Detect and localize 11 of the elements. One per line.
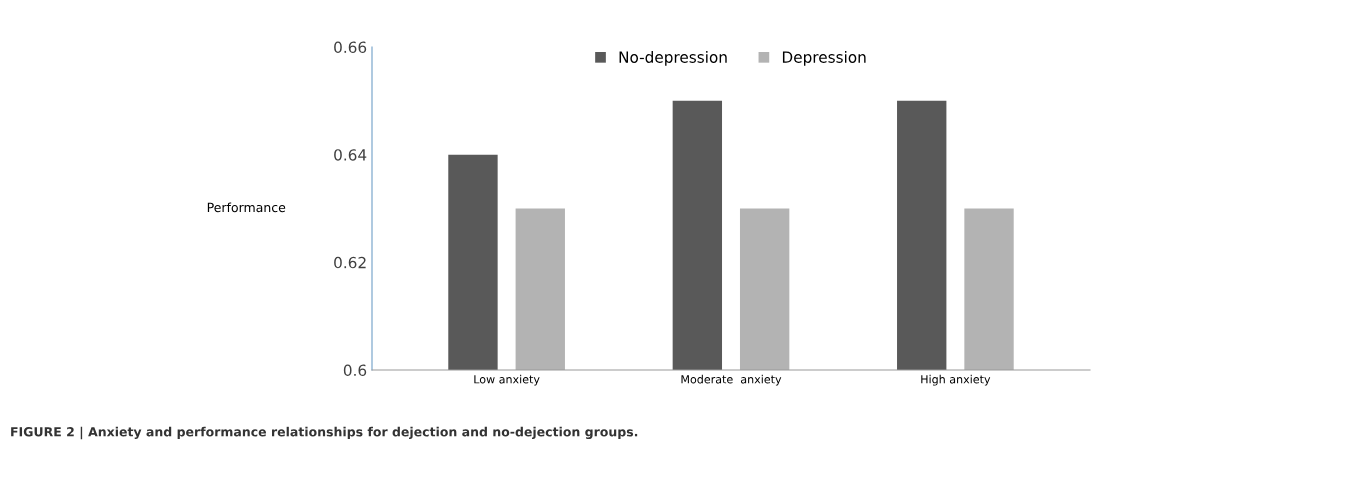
x-tick-label: High anxiety [921,374,991,386]
y-tick-label: 0.6 [343,364,367,377]
caption: FIGURE 2 | Anxiety and performance relationships for dejection and no-dejection groups. [11,426,638,440]
legend-label: Depression [782,51,866,66]
x-tick-label: Low anxiety [474,374,540,386]
y-tick-label: 0.64 [334,149,367,161]
y-tick-label: 0.66 [334,41,367,54]
y-tick-label: 0.62 [334,256,366,269]
x-tick-label: Moderate anxiety [681,374,782,386]
y-axis-title: Performance [207,202,286,213]
legend-label: No-depression [619,51,727,66]
